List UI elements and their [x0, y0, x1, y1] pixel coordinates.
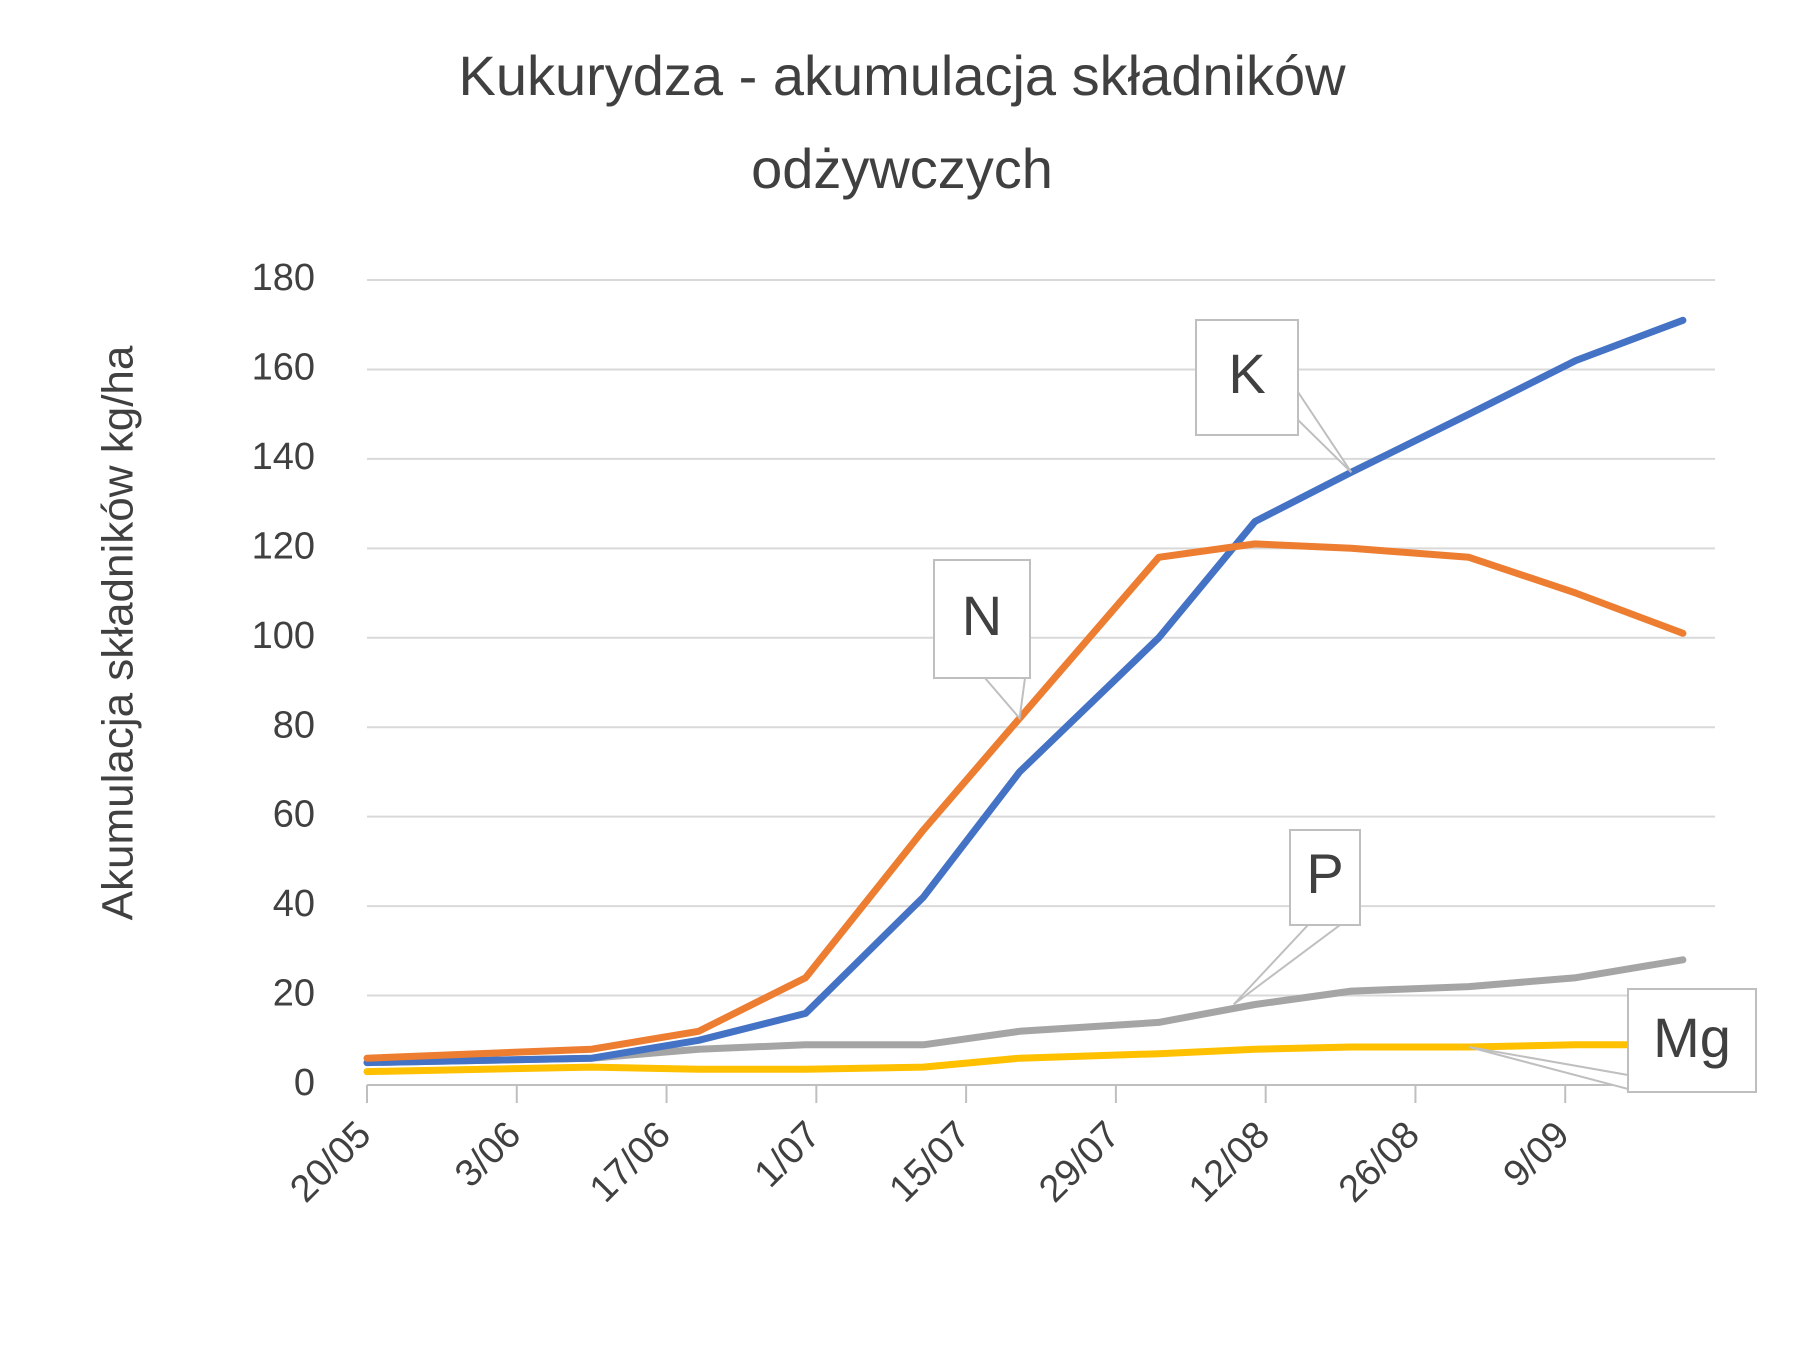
- callout-label-p: P: [1306, 842, 1343, 905]
- x-axis: 20/05 3/06 17/06 1/07 15/07 29/07 12/08 26/08 9/…: [282, 1084, 1715, 1211]
- x-tick-label: 12/08: [1181, 1114, 1278, 1211]
- x-tick-label: 17/06: [582, 1114, 679, 1211]
- x-tick-label: 29/07: [1031, 1114, 1128, 1211]
- y-tick-label: 60: [273, 794, 315, 836]
- x-tick-label: 15/07: [882, 1114, 979, 1211]
- series-line-k: [363, 316, 1687, 1067]
- x-tick-label: 3/06: [447, 1114, 529, 1196]
- chart-title-line-1: Kukurydza - akumulacja składników: [458, 44, 1346, 107]
- data-callouts: K N P Mg: [933, 319, 1757, 1093]
- x-tick-label: 9/09: [1496, 1114, 1578, 1196]
- y-tick-label: 80: [273, 704, 315, 746]
- callout-box-p: [1289, 829, 1361, 926]
- x-tick-label: 26/08: [1331, 1114, 1428, 1211]
- y-tick-label: 160: [252, 346, 315, 388]
- y-axis-label: Akumulacja składników kg/ha: [94, 345, 143, 920]
- callout-leader-k: [1297, 388, 1353, 474]
- y-tick-label: 180: [252, 257, 315, 299]
- callout-box-n: [933, 559, 1031, 679]
- x-tick-label: 1/07: [747, 1114, 829, 1196]
- series-lines: [363, 316, 1687, 1076]
- callout-leader-mg: [1468, 1046, 1629, 1091]
- series-line-p: [363, 956, 1687, 1067]
- x-tick-label: 20/05: [282, 1114, 379, 1211]
- y-tick-labels: 0 20 40 60 80 100 120 140 160 180: [252, 257, 315, 1104]
- y-tick-label: 0: [294, 1062, 315, 1104]
- callout-leader-n: [982, 677, 1027, 721]
- y-tick-label: 120: [252, 525, 315, 567]
- series-line-n: [363, 540, 1687, 1062]
- callout-label-n: N: [962, 584, 1002, 647]
- series-line-mg: [363, 1041, 1687, 1076]
- y-tick-label: 100: [252, 615, 315, 657]
- chart-title-line-2: odżywczych: [751, 137, 1053, 200]
- y-tick-label: 20: [273, 973, 315, 1015]
- callout-label-mg: Mg: [1653, 1006, 1731, 1069]
- callout-box-mg: [1627, 988, 1757, 1093]
- gridlines: [367, 279, 1715, 997]
- y-tick-label: 140: [252, 436, 315, 478]
- callout-label-k: K: [1228, 342, 1265, 405]
- callout-box-k: [1195, 319, 1299, 436]
- y-tick-label: 40: [273, 883, 315, 925]
